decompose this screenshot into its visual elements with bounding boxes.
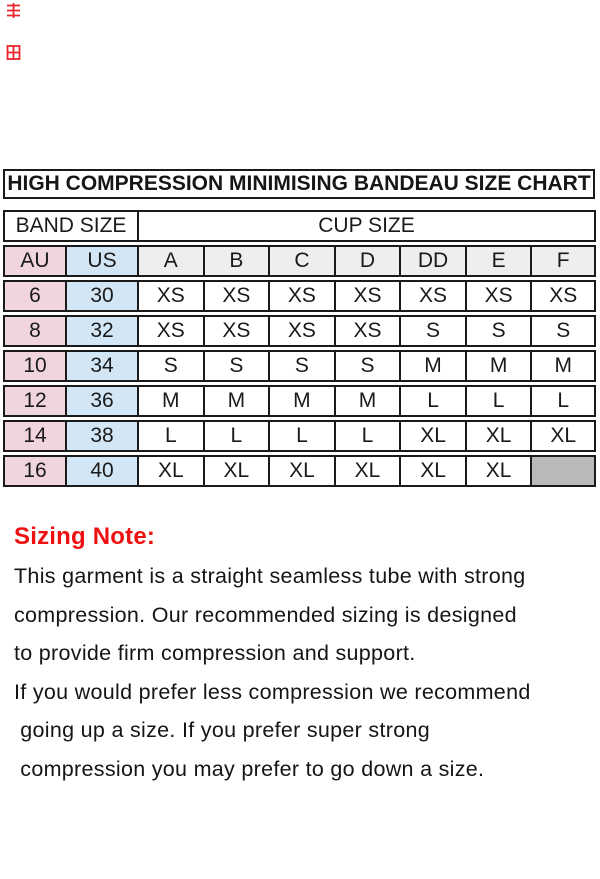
size-chart-table: BAND SIZE CUP SIZE AU US A B C D DD E F 6 30 XS XS X…: [3, 207, 596, 490]
size-cell: M: [202, 385, 269, 417]
size-cell: XL: [137, 455, 203, 487]
band-us-cell: 32: [65, 315, 138, 347]
size-cell: M: [333, 385, 400, 417]
cup-column-header: C: [268, 245, 334, 277]
size-cell: M: [268, 385, 334, 417]
size-cell: L: [268, 420, 334, 452]
size-cell: L: [464, 385, 531, 417]
table-row: 12 36 M M M M L L L: [3, 385, 596, 417]
table-row: 6 30 XS XS XS XS XS XS XS: [3, 280, 596, 312]
size-cell: XL: [399, 455, 465, 487]
size-cell: XL: [202, 455, 269, 487]
size-cell: L: [333, 420, 400, 452]
size-cell: L: [399, 385, 465, 417]
size-cell: S: [333, 350, 400, 382]
size-cell: XL: [333, 455, 400, 487]
band-us-cell: 38: [65, 420, 138, 452]
band-us-cell: 40: [65, 455, 138, 487]
empty-size-cell: [530, 455, 596, 487]
size-cell: L: [530, 385, 596, 417]
size-cell: XS: [202, 315, 269, 347]
size-cell: XL: [399, 420, 465, 452]
size-cell: S: [464, 315, 531, 347]
band-au-cell: 16: [3, 455, 65, 487]
table-row: 14 38 L L L L XL XL XL: [3, 420, 596, 452]
size-cell: XS: [333, 315, 400, 347]
band-us-cell: 30: [65, 280, 138, 312]
size-cell: XS: [268, 315, 334, 347]
cup-size-header: CUP SIZE: [137, 210, 596, 242]
size-cell: M: [399, 350, 465, 382]
cup-column-header: F: [530, 245, 596, 277]
size-cell: XS: [464, 280, 531, 312]
size-cell: S: [137, 350, 203, 382]
chart-title: HIGH COMPRESSION MINIMISING BANDEAU SIZE…: [7, 172, 591, 195]
cup-column-header: E: [464, 245, 531, 277]
band-us-cell: 34: [65, 350, 138, 382]
size-cell: M: [530, 350, 596, 382]
red-glyph-icon: [6, 45, 21, 60]
size-cell: XL: [268, 455, 334, 487]
size-cell: XL: [464, 420, 531, 452]
size-cell: XS: [202, 280, 269, 312]
au-column-header: AU: [3, 245, 65, 277]
group-header-row: BAND SIZE CUP SIZE: [3, 210, 596, 242]
cup-column-header: A: [137, 245, 203, 277]
cup-column-header: D: [333, 245, 400, 277]
size-cell: XL: [464, 455, 531, 487]
sizing-note-heading: Sizing Note:: [14, 523, 156, 550]
band-us-cell: 36: [65, 385, 138, 417]
size-cell: S: [399, 315, 465, 347]
size-cell: M: [137, 385, 203, 417]
band-au-cell: 12: [3, 385, 65, 417]
band-size-header: BAND SIZE: [3, 210, 138, 242]
size-cell: S: [530, 315, 596, 347]
size-cell: L: [202, 420, 269, 452]
sizing-note-text: This garment is a straight seamless tube…: [14, 564, 531, 781]
size-cell: XS: [333, 280, 400, 312]
chart-title-box: HIGH COMPRESSION MINIMISING BANDEAU SIZE…: [3, 169, 595, 199]
table-row: 8 32 XS XS XS XS S S S: [3, 315, 596, 347]
size-cell: XS: [530, 280, 596, 312]
table-row: 10 34 S S S S M M M: [3, 350, 596, 382]
size-cell: S: [268, 350, 334, 382]
size-cell: XS: [137, 280, 203, 312]
us-column-header: US: [65, 245, 138, 277]
size-cell: L: [137, 420, 203, 452]
size-cell: XS: [399, 280, 465, 312]
top-marks: [6, 2, 21, 61]
cup-column-header: B: [202, 245, 269, 277]
size-cell: S: [202, 350, 269, 382]
red-glyph-icon: [7, 3, 20, 18]
cup-column-header: DD: [399, 245, 465, 277]
size-cell: XS: [268, 280, 334, 312]
table-row: 16 40 XL XL XL XL XL XL: [3, 455, 596, 487]
band-au-cell: 6: [3, 280, 65, 312]
band-au-cell: 10: [3, 350, 65, 382]
band-au-cell: 8: [3, 315, 65, 347]
size-cell: M: [464, 350, 531, 382]
size-cell: XS: [137, 315, 203, 347]
size-cell: XL: [530, 420, 596, 452]
column-header-row: AU US A B C D DD E F: [3, 245, 596, 277]
band-au-cell: 14: [3, 420, 65, 452]
